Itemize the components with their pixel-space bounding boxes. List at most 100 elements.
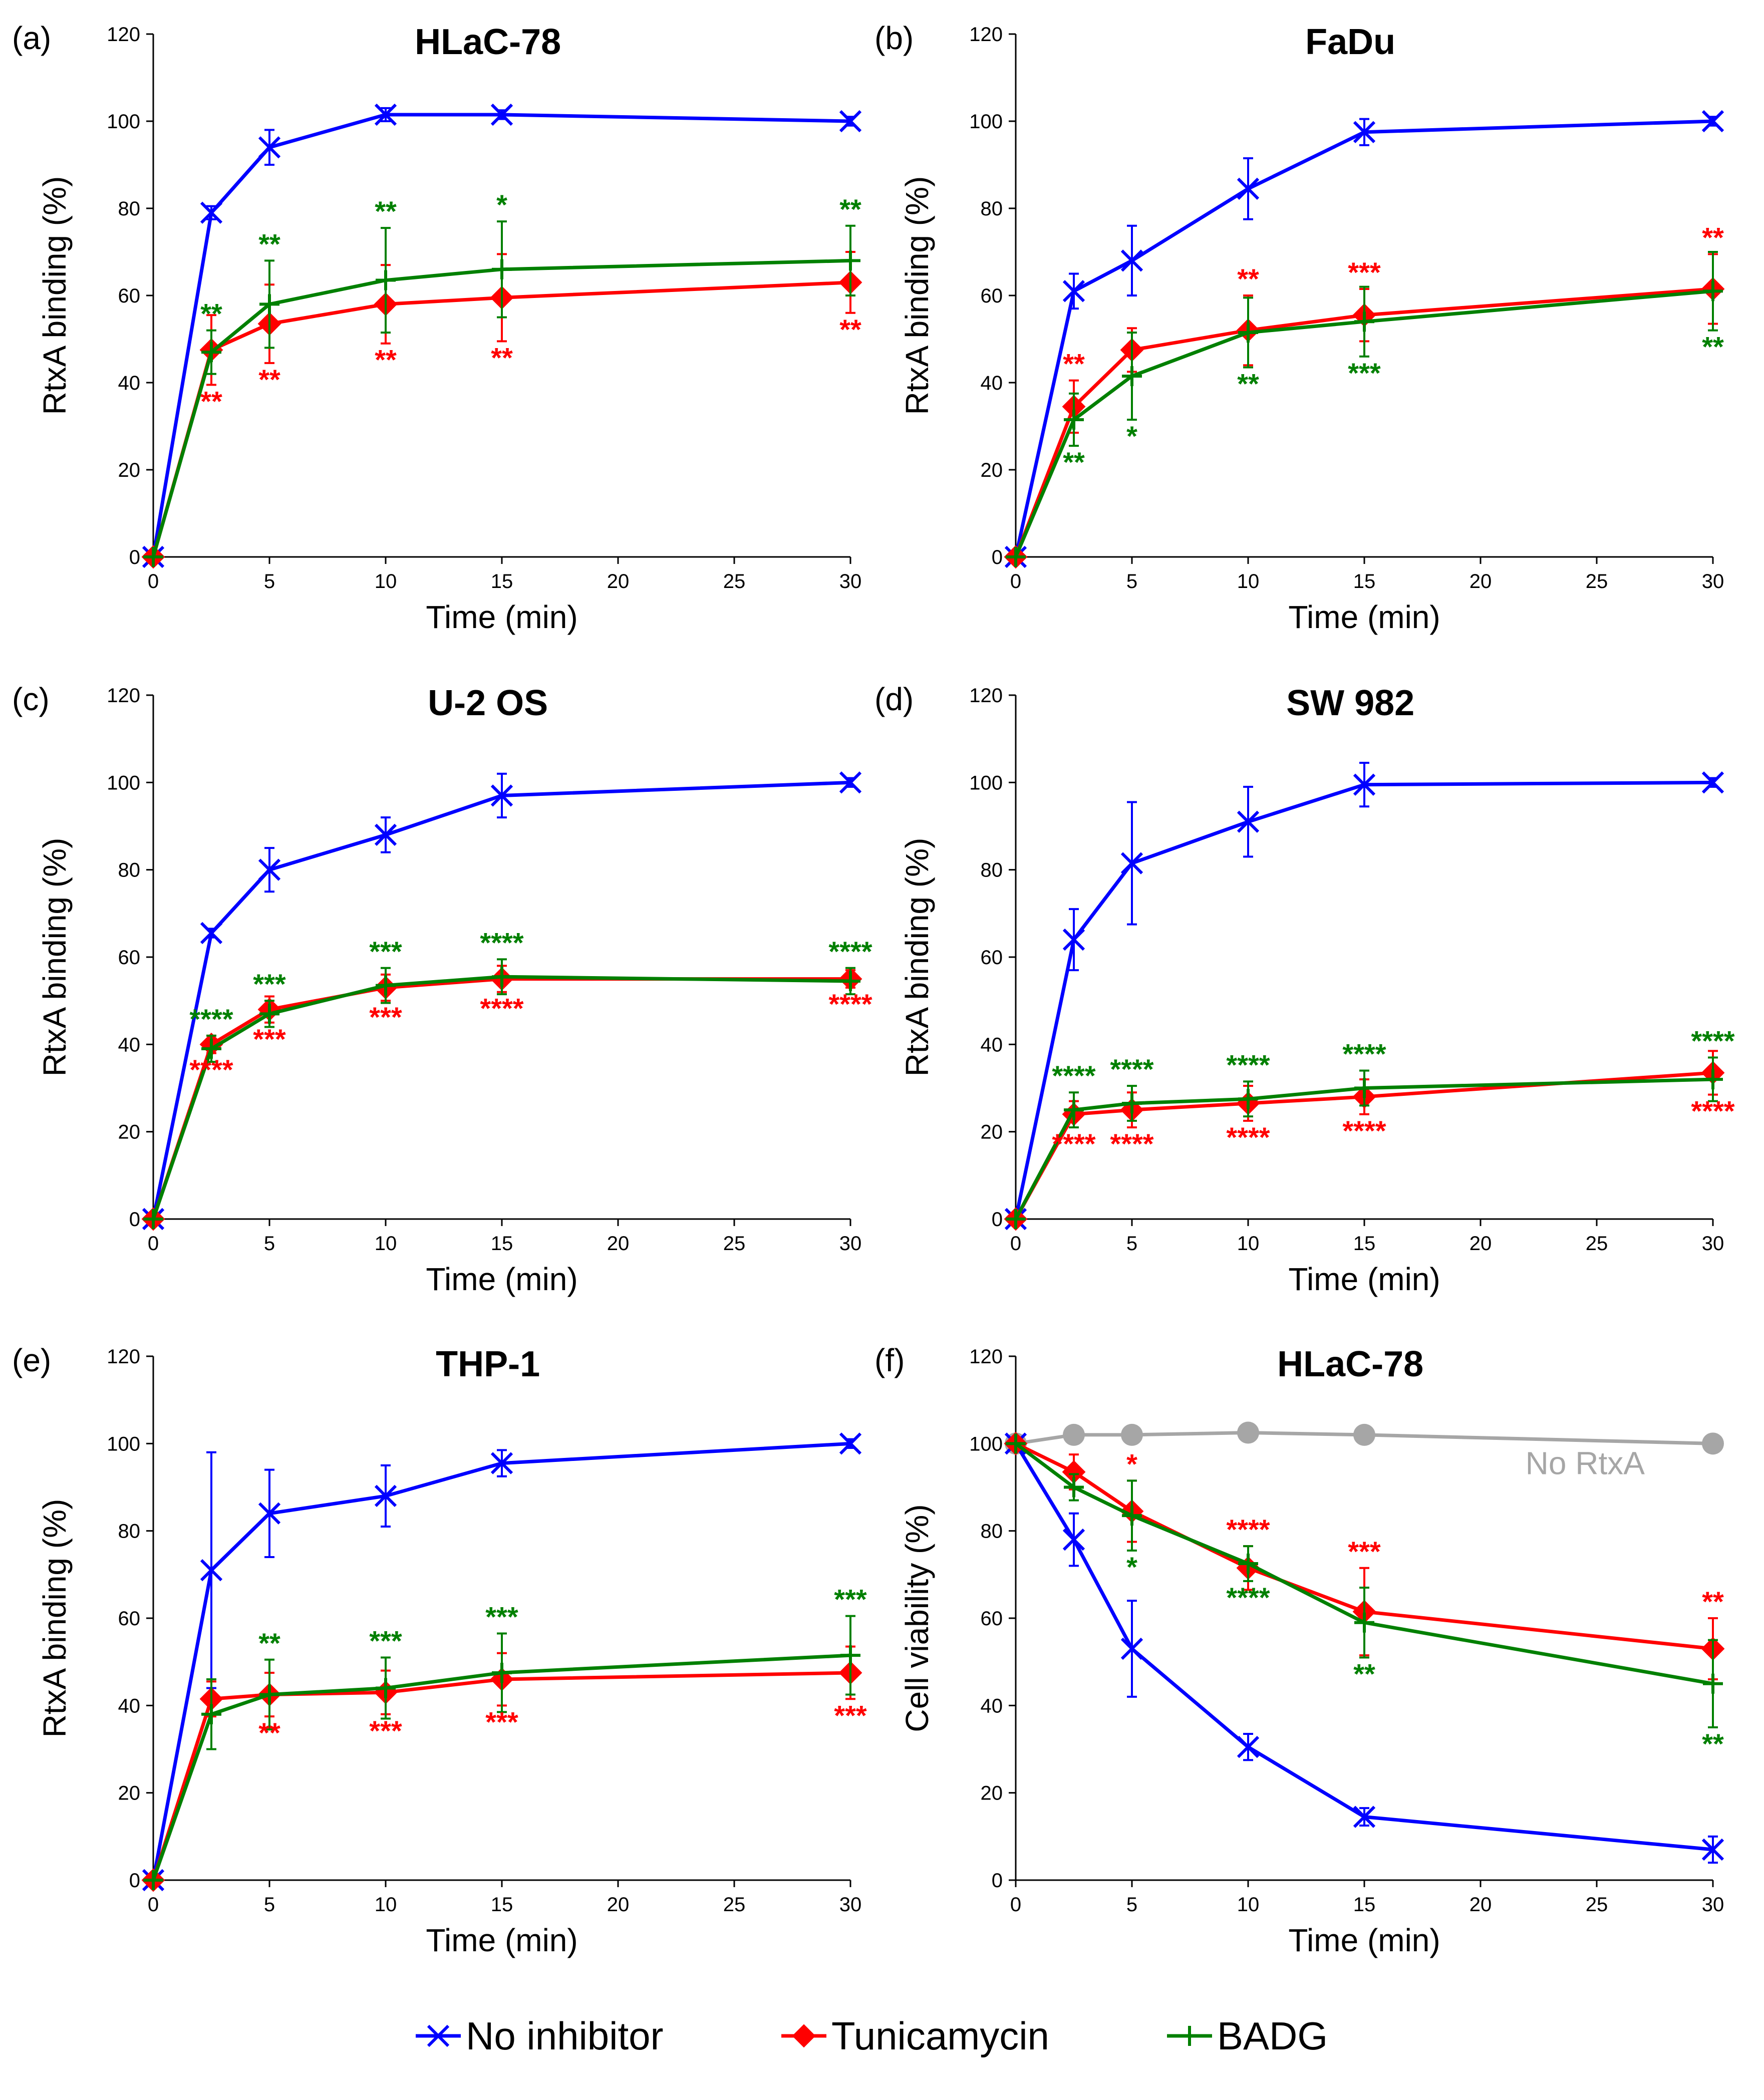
y-axis-title: Cell viability (%) — [899, 1504, 935, 1732]
x-axis-title: Time (min) — [1288, 1922, 1440, 1958]
significance-label: **** — [1052, 1128, 1095, 1159]
data-point-badg — [143, 1209, 163, 1229]
significance-label: *** — [253, 968, 286, 1000]
panel-label: (d) — [874, 681, 914, 717]
data-point-no-inhibitor — [374, 823, 397, 846]
data-point-no-rtxa — [1702, 1432, 1724, 1455]
y-axis-title: RtxA binding (%) — [37, 1499, 73, 1738]
y-tick-label: 20 — [118, 459, 141, 481]
series-line-tunicamycin — [1014, 287, 1713, 558]
significance-label: **** — [1226, 1049, 1270, 1080]
significance-label: **** — [480, 993, 523, 1024]
significance-label: ** — [258, 1627, 280, 1659]
significance-label: *** — [485, 1706, 518, 1737]
significance-label: ** — [375, 195, 397, 227]
significance-label: *** — [834, 1584, 867, 1615]
data-point-no-inhibitor — [839, 1432, 862, 1455]
data-point-badg — [1006, 1209, 1026, 1229]
data-point-no-rtxa — [1063, 1423, 1085, 1446]
significance-label: * — [1126, 1551, 1137, 1583]
data-point-badg — [1238, 1089, 1258, 1109]
data-point-badg — [376, 975, 396, 996]
series-line-badg — [1014, 1077, 1713, 1220]
series-line-no-inhibitor — [1014, 119, 1713, 557]
panel-title: SW 982 — [1286, 683, 1414, 723]
data-point-no-inhibitor — [1120, 1637, 1143, 1660]
data-point-badg — [201, 1704, 221, 1724]
data-point-badg — [1354, 1612, 1374, 1633]
series-badg — [143, 220, 860, 567]
panel-title: THP-1 — [436, 1344, 540, 1384]
series-badg — [143, 958, 860, 1229]
series-badg — [1006, 1056, 1723, 1229]
data-point-no-inhibitor — [200, 922, 223, 945]
significance-label: ** — [1353, 1658, 1375, 1689]
x-tick-label: 0 — [1010, 570, 1021, 592]
y-tick-label: 80 — [981, 198, 1003, 220]
significance-label: ** — [1702, 1586, 1724, 1617]
series-badg — [1006, 251, 1723, 567]
y-tick-label: 60 — [118, 947, 141, 969]
data-point-badg — [1006, 1433, 1026, 1454]
data-point-badg — [143, 547, 163, 567]
significance-label: ** — [200, 298, 222, 330]
significance-label: ** — [1702, 1728, 1724, 1759]
data-point-no-inhibitor — [374, 103, 397, 126]
y-tick-label: 100 — [107, 1433, 140, 1455]
significance-label: **** — [189, 1054, 233, 1085]
x-tick-label: 0 — [148, 570, 159, 592]
x-tick-label: 25 — [723, 1894, 746, 1916]
y-tick-label: 120 — [107, 24, 140, 46]
y-tick-label: 20 — [981, 459, 1003, 481]
panels: 0 5 10 15 20 25 30 0 20 40 60 80 100 120 Time (min) Rtx… — [12, 20, 1735, 1958]
panel-b: 0 5 10 15 20 25 30 0 20 40 60 80 100 120 Time (min) Rtx… — [874, 20, 1725, 635]
data-point-badg — [201, 1039, 221, 1059]
y-tick-label: 40 — [981, 372, 1003, 394]
data-point-no-inhibitor — [490, 103, 513, 126]
y-tick-label: 80 — [118, 1521, 141, 1543]
x-tick-label: 25 — [1586, 1894, 1608, 1916]
data-point-no-inhibitor — [374, 1484, 397, 1508]
series-line-no-inhibitor — [151, 113, 851, 557]
data-point-no-inhibitor — [1237, 177, 1260, 200]
significance-label: *** — [834, 1699, 867, 1731]
data-point-badg — [259, 1004, 279, 1024]
x-tick-label: 25 — [1586, 1233, 1608, 1255]
x-tick-label: 30 — [839, 570, 862, 592]
x-tick-label: 15 — [491, 1894, 513, 1916]
legend-label: Tunicamycin — [831, 2014, 1049, 2058]
data-point-no-inhibitor — [1701, 771, 1724, 794]
panel-title: FaDu — [1305, 22, 1395, 62]
significance-label: **** — [480, 927, 523, 958]
series-badg — [1006, 1433, 1723, 1728]
data-point-no-inhibitor — [1062, 1528, 1085, 1551]
x-tick-label: 15 — [1353, 1894, 1376, 1916]
significance-label: ** — [1702, 331, 1724, 363]
y-tick-label: 60 — [981, 285, 1003, 307]
significance-label: ** — [1702, 221, 1724, 253]
significance-label: *** — [485, 1601, 518, 1633]
data-point-badg — [492, 967, 512, 987]
significance-label: **** — [1110, 1128, 1153, 1159]
x-tick-label: 5 — [1126, 1233, 1137, 1255]
significance-label: ** — [839, 193, 861, 225]
data-point-badg — [492, 1662, 512, 1683]
significance-label: ** — [258, 1717, 280, 1748]
series-line-tunicamycin — [151, 1671, 851, 1881]
significance-label: * — [1126, 1448, 1137, 1479]
data-point-badg — [1238, 1554, 1258, 1574]
y-tick-label: 60 — [118, 285, 141, 307]
x-tick-label: 10 — [375, 1233, 397, 1255]
x-axis-title: Time (min) — [426, 599, 577, 635]
significance-label: ** — [1063, 348, 1085, 380]
data-point-no-inhibitor — [1353, 1806, 1376, 1828]
significance-label: **** — [1110, 1053, 1153, 1085]
x-tick-label: 15 — [1353, 570, 1376, 592]
x-tick-label: 15 — [1353, 1233, 1376, 1255]
data-point-badg — [201, 342, 221, 363]
significance-label: **** — [189, 1003, 233, 1035]
panel-d: 0 5 10 15 20 25 30 0 20 40 60 80 100 120 Time (min) Rtx… — [874, 681, 1735, 1297]
x-axis-title: Time (min) — [426, 1922, 577, 1958]
x-tick-label: 30 — [1702, 1894, 1724, 1916]
significance-label: *** — [1348, 256, 1381, 288]
